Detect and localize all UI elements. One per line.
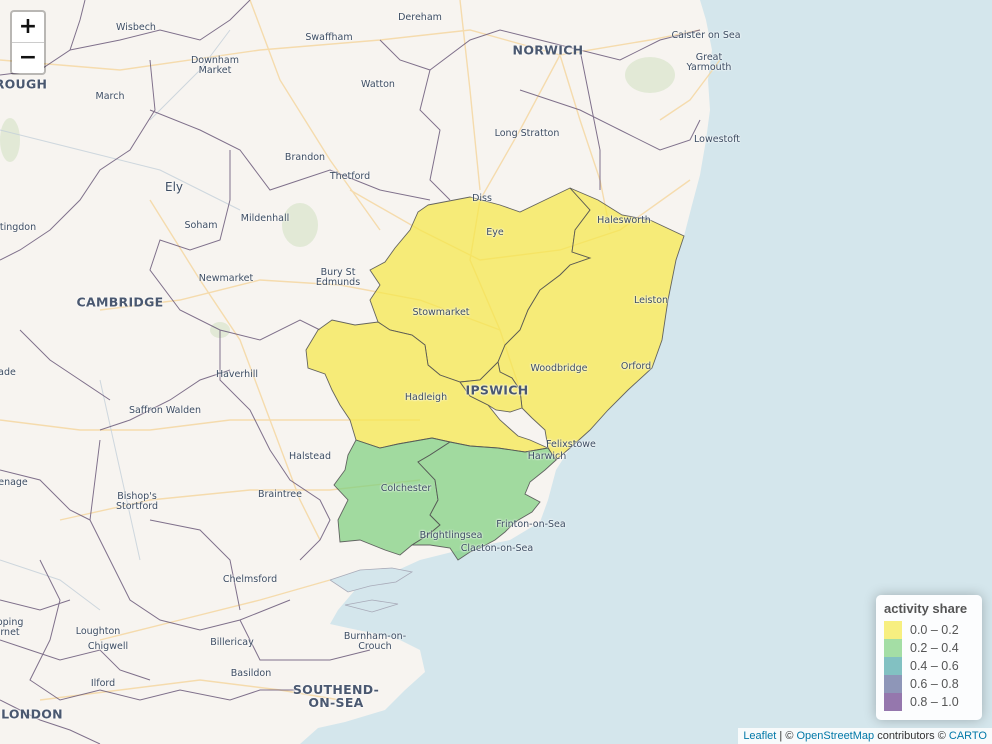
place-label: Loughton [75,626,121,637]
place-label: CAMBRIDGE [76,294,164,310]
place-label: Burnham-on- Crouch [343,631,407,652]
place-label: Diss [472,193,492,204]
place-label: Chigwell [87,641,129,652]
place-label: Thetford [329,171,371,182]
place-label: Brightlingsea [419,530,483,541]
place-label: Great Yarmouth [686,52,732,73]
place-label: Basildon [230,668,272,679]
zoom-control: + − [10,10,46,75]
place-label: NORWICH [512,42,584,58]
legend-label: 0.0 – 0.2 [910,623,959,637]
place-label: Harwich [527,451,567,462]
place-label: Dereham [398,12,442,23]
zoom-in-button[interactable]: + [18,14,38,39]
place-label: Halesworth [597,215,651,226]
place-label: Braintree [257,489,303,500]
place-label: Brandon [284,152,326,163]
legend-swatch [884,621,902,639]
place-label: Clacton-on-Sea [460,543,534,554]
legend-swatch [884,675,902,693]
place-label: tingdon [0,222,37,233]
place-label: Newmarket [198,273,254,284]
legend-label: 0.4 – 0.6 [910,659,959,673]
place-label: Ilford [90,678,116,689]
legend-label: 0.8 – 1.0 [910,695,959,709]
place-label: Hadleigh [404,392,448,403]
zoom-out-button[interactable]: − [12,42,44,73]
place-label: Billericay [210,637,254,648]
place-label: SOUTHEND- ON-SEA [292,682,380,710]
place-label: Eye [486,227,504,238]
place-label: IPSWICH [465,382,529,398]
place-label: Bishop's Stortford [115,491,159,512]
carto-link[interactable]: CARTO [948,730,987,742]
place-label: Woodbridge [530,363,588,374]
place-label: ROUGH [0,76,48,92]
sea [300,0,992,744]
legend: activity share 0.0 – 0.2 0.2 – 0.4 0.4 – 0… [876,595,982,720]
place-label: Chelmsford [222,574,278,585]
legend-label: 0.6 – 0.8 [910,677,959,691]
place-label: Colchester [380,483,432,494]
leaflet-link[interactable]: Leaflet [743,730,777,742]
legend-item: 0.6 – 0.8 [884,675,974,693]
region-east-suffolk[interactable] [497,187,685,461]
place-label: Caister on Sea [671,30,741,41]
place-label: Saffron Walden [128,405,202,416]
place-label: Leiston [633,295,669,306]
osm-link[interactable]: OpenStreetMap [796,730,875,742]
region-ipswich[interactable] [459,361,523,413]
region-tendring[interactable] [410,441,557,561]
region-babergh[interactable] [305,319,550,453]
place-label: Haverhill [215,369,259,380]
legend-item: 0.2 – 0.4 [884,639,974,657]
place-label: pping rnet [0,617,24,638]
place-label: Lowestoft [694,134,740,145]
legend-title: activity share [884,601,968,616]
legend-item: 0.4 – 0.6 [884,657,974,675]
legend-item: 0.8 – 1.0 [884,693,974,711]
attribution-text: contributors © [874,730,949,742]
place-label: Downham Market [190,55,240,76]
place-label: ade [0,367,16,378]
place-label: Soham [184,220,218,231]
place-label: Stowmarket [412,307,470,318]
place-label: Ely [164,180,184,194]
place-label: Orford [620,361,652,372]
place-label: Halstead [289,451,331,462]
place-label: Watton [361,79,395,90]
legend-swatch [884,693,902,711]
legend-item: 0.0 – 0.2 [884,621,974,639]
place-label: LONDON [1,706,63,722]
place-label: Mildenhall [240,213,290,224]
legend-label: 0.2 – 0.4 [910,641,959,655]
legend-swatch [884,657,902,675]
place-label: March [95,91,125,102]
place-label: Wisbech [116,22,156,33]
attribution-separator: | © [776,730,797,742]
place-label: enage [0,477,28,488]
place-label: Felixstowe [546,439,596,450]
place-label: Long Stratton [494,128,560,139]
place-label: Swaffham [305,32,353,43]
legend-swatch [884,639,902,657]
place-label: Bury St Edmunds [315,267,361,288]
place-label: Frinton-on-Sea [496,519,566,530]
attribution: Leaflet | © OpenStreetMap contributors ©… [738,728,992,744]
